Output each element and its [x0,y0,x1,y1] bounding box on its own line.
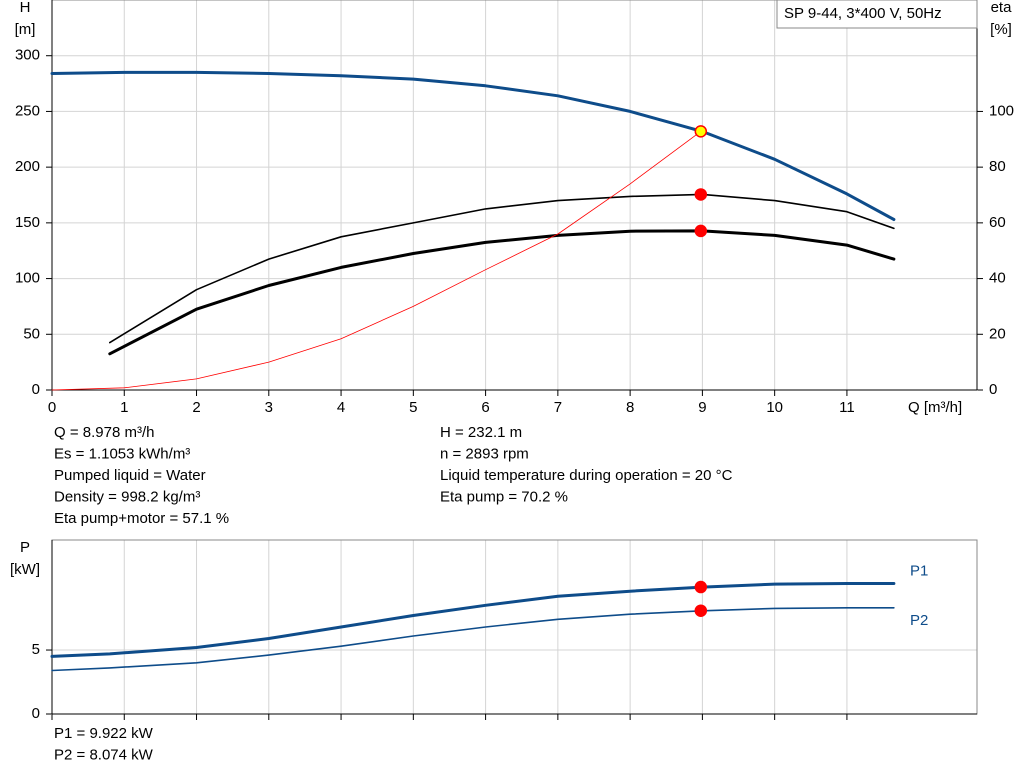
info-text: Density = 998.2 kg/m³ [54,488,200,505]
series-label: P2 [910,612,928,629]
y-tick-label: 150 [15,214,40,231]
y-tick-label: 200 [15,158,40,175]
x-tick-label: 4 [337,399,345,416]
duty-point [694,125,708,138]
x-tick-label: 11 [839,399,855,416]
series-line [50,582,896,658]
x-tick-label: 0 [48,399,56,416]
info-text: Pumped liquid = Water [54,467,206,484]
x-tick-label: 7 [554,399,562,416]
info-text: Q = 8.978 m³/h [54,424,154,441]
power-text: P2 = 8.074 kW [54,746,154,763]
duty-point [694,188,708,201]
series-line [109,193,895,344]
y-axis-unit: [kW] [10,561,40,578]
y-axis-unit: [m] [15,21,36,38]
y-tick-label: 50 [23,325,40,342]
x-tick-label: 3 [265,399,273,416]
series-line [50,70,896,221]
y2-tick-label: 20 [989,325,1006,342]
x-tick-label: 10 [766,399,783,416]
y-tick-label: 100 [15,270,40,287]
x-tick-label: 6 [481,399,489,416]
y2-axis-label: eta [991,0,1013,16]
y-tick-label: 5 [32,641,40,658]
x-tick-label: 9 [698,399,706,416]
info-text: Es = 1.1053 kWh/m³ [54,445,190,462]
y2-tick-label: 60 [989,214,1006,231]
duty-point [694,580,708,594]
y-axis-label: H [20,0,31,16]
power-text: P1 = 9.922 kW [54,725,154,742]
duty-point [694,224,708,238]
y2-tick-label: 40 [989,270,1006,287]
y-axis-label: P [20,539,30,556]
x-tick-label: 8 [626,399,634,416]
x-axis-label: Q [m³/h] [908,399,962,416]
y2-axis-unit: [%] [990,21,1012,38]
x-tick-label: 1 [120,399,128,416]
y-tick-label: 0 [32,381,40,398]
subtitle: SP 9-44, 3*400 V, 50Hz [784,5,942,22]
x-tick-label: 2 [192,399,200,416]
subtitle-box [776,0,978,29]
y2-tick-label: 0 [989,381,997,398]
series-label: P1 [910,562,928,579]
duty-point [694,604,708,617]
series-line [51,607,895,672]
series-line [108,229,896,356]
y2-tick-label: 100 [989,102,1014,119]
y-tick-label: 300 [15,47,40,64]
x-tick-label: 5 [409,399,417,416]
y-tick-label: 0 [32,705,40,722]
y2-tick-label: 80 [989,158,1006,175]
info-text: Eta pump = 70.2 % [440,488,568,505]
series-line [51,131,702,391]
info-text: Eta pump+motor = 57.1 % [54,510,229,527]
info-text: H = 232.1 m [440,424,522,441]
info-text: Liquid temperature during operation = 20… [440,467,733,484]
info-text: n = 2893 rpm [440,445,529,462]
y-tick-label: 250 [15,102,40,119]
